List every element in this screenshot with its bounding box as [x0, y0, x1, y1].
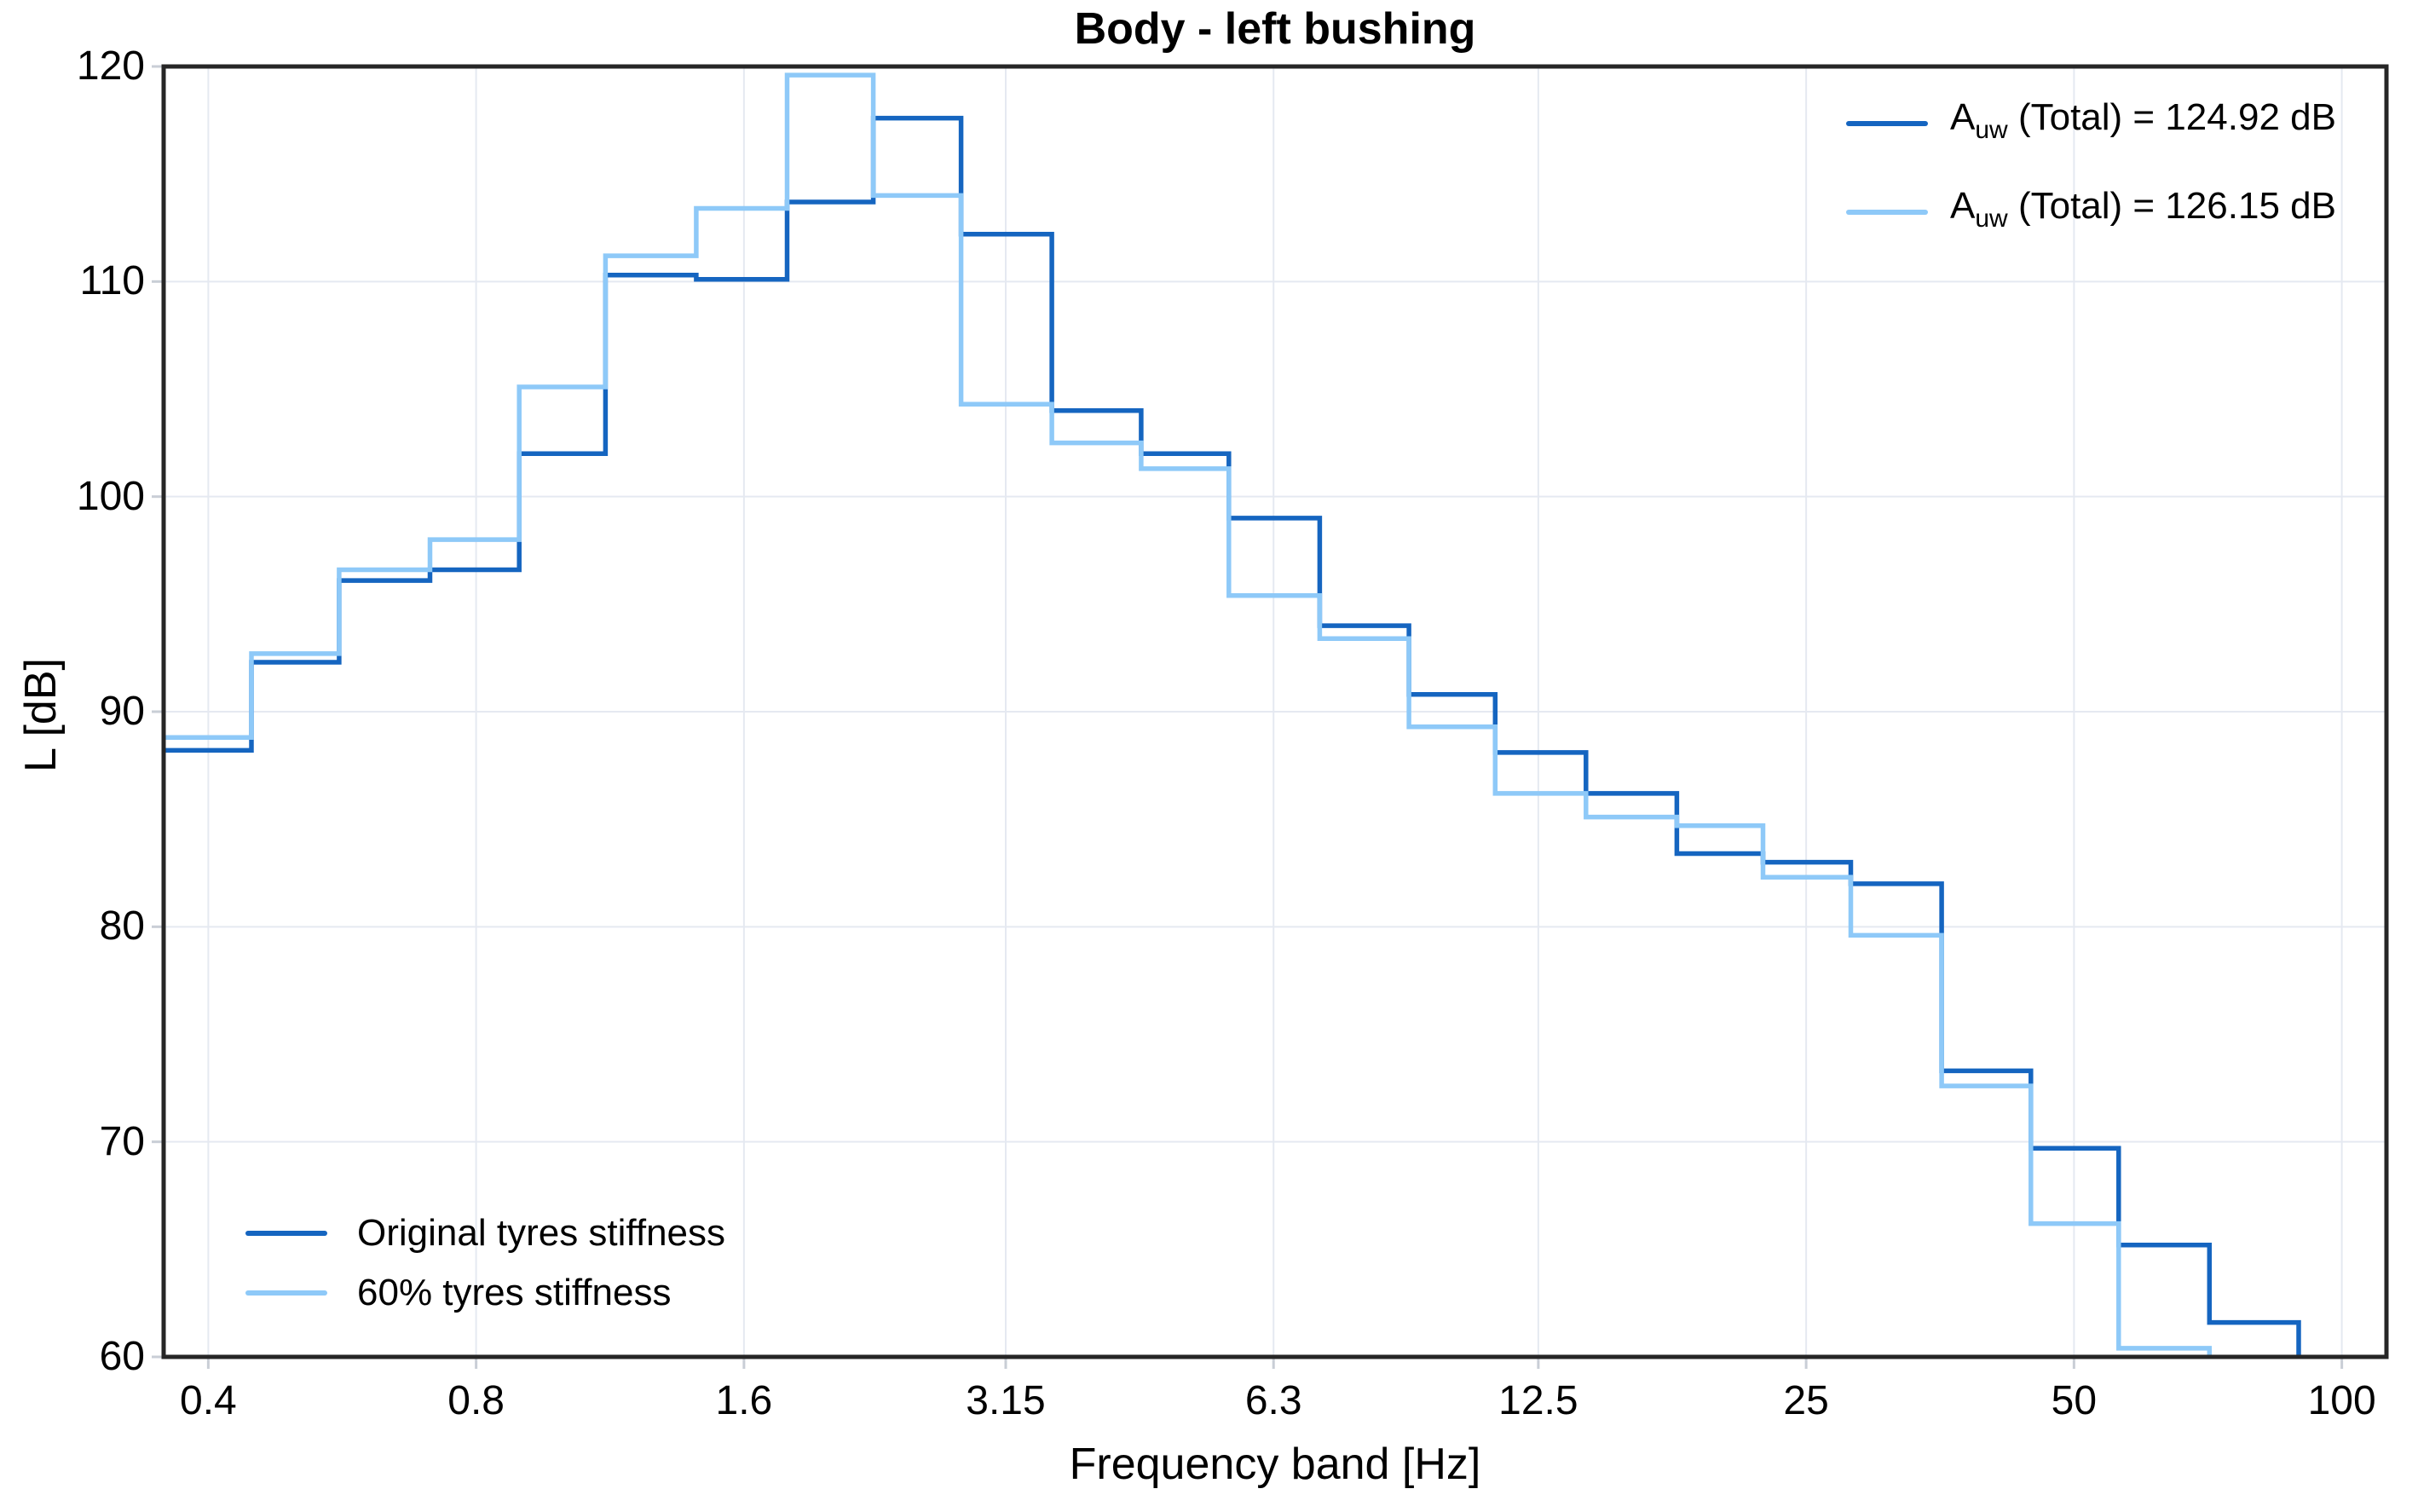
y-tick-label-80: 80 [99, 903, 145, 949]
legend-line-sixty-pct-icon [1846, 210, 1928, 215]
legend-total-original-label: Auw (Total) = 124.92 dB [1950, 95, 2336, 144]
legend-total-sixty-pct: Auw (Total) = 126.15 dB [1846, 185, 2336, 238]
axes-spines [161, 64, 2389, 1359]
x-tick-label-3.15: 3.15 [966, 1378, 1046, 1423]
y-tick-label-70: 70 [99, 1118, 145, 1164]
legend-line-sixty-pct-icon [245, 1290, 327, 1296]
x-tick-label-100: 100 [2307, 1378, 2376, 1423]
y-tick-label-90: 90 [99, 689, 145, 734]
x-axis-label: Frequency band [Hz] [1069, 1440, 1481, 1489]
x-tick-label-50: 50 [2051, 1378, 2098, 1423]
x-tick-label-0.4: 0.4 [180, 1378, 237, 1423]
y-tick-label-110: 110 [79, 258, 145, 304]
y-tick-label-60: 60 [99, 1334, 145, 1379]
x-tick-label-1.6: 1.6 [715, 1378, 773, 1423]
chart-title: Body - left bushing [1074, 4, 1476, 54]
series-original-step-line [164, 115, 2301, 1357]
legend-total-sixty-pct-label: Auw (Total) = 126.15 dB [1950, 184, 2336, 233]
tick-marks [152, 65, 2344, 1369]
gridlines [164, 66, 2386, 1357]
y-tick-label-100: 100 [76, 473, 145, 519]
legend-line-original-icon [1846, 121, 1928, 126]
legend-line-original-icon [245, 1231, 327, 1236]
legend-series-sixty-pct-label: 60% tyres stiffness [357, 1272, 672, 1313]
x-tick-label-25: 25 [1783, 1378, 1829, 1423]
y-tick-label-120: 120 [76, 43, 145, 89]
legend-series-original-label: Original tyres stiffness [357, 1212, 726, 1254]
legend-series-sixty-pct: 60% tyres stiffness [245, 1267, 671, 1319]
x-tick-label-12.5: 12.5 [1498, 1378, 1578, 1423]
x-tick-label-0.8: 0.8 [447, 1378, 505, 1423]
x-tick-label-6.3: 6.3 [1244, 1378, 1302, 1423]
legend-series-original: Original tyres stiffness [245, 1208, 725, 1259]
legend-total-original: Auw (Total) = 124.92 dB [1846, 96, 2336, 149]
series-sixty_pct-step-line [164, 72, 2213, 1357]
